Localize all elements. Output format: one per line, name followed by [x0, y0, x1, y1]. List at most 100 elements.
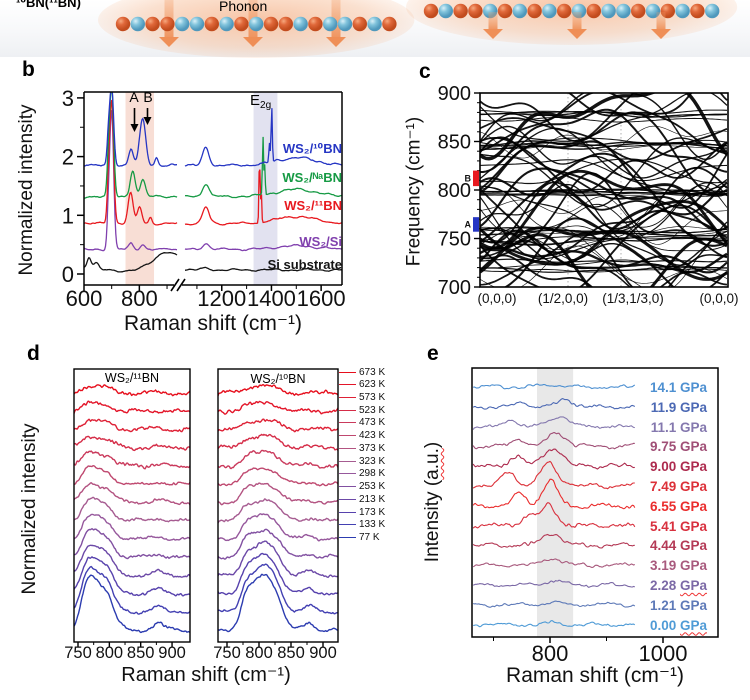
legend-color-line	[339, 384, 356, 386]
pressure-value: 0.00	[649, 617, 680, 633]
e2g-base: E	[250, 92, 261, 109]
tick-label: (0,0,0)	[477, 291, 516, 306]
legend-entry-253K: 253 K	[339, 481, 385, 493]
spectrum-line	[84, 92, 177, 167]
band-line	[480, 172, 728, 260]
legend-label: 473 K	[359, 417, 386, 429]
pressure-spectrum-line	[472, 448, 635, 470]
band-line	[480, 200, 728, 266]
tick-label: 900	[158, 644, 186, 662]
nitrogen-atom	[705, 3, 720, 19]
boron-atom	[278, 16, 293, 32]
tick-label: 0	[62, 262, 74, 287]
pressure-value: 6.55	[649, 498, 680, 514]
temperature-spectrum-line	[74, 482, 190, 506]
temperature-spectrum-line	[74, 464, 190, 486]
nitrogen-atom	[438, 3, 453, 19]
band-line	[480, 166, 728, 254]
panel-e-y-axis-title-post: )	[422, 441, 443, 449]
nitrogen-atom	[367, 16, 382, 32]
tick-label: A	[465, 219, 472, 229]
phonon-arrow-shaft	[331, 0, 341, 37]
boron-atom	[234, 16, 249, 32]
panel-b-series-label-0: WS₂/¹⁰BN	[282, 141, 342, 156]
temperature-spectrum-line	[74, 496, 190, 523]
panel-e-pressure-label-11: 1.21 GPa	[650, 598, 707, 613]
panel-b-y-axis-title: Normalized intensity	[16, 104, 37, 276]
pressure-value: 11.9	[650, 399, 680, 415]
boron-atom	[382, 16, 397, 32]
tick-label: (1/3,1/3,0)	[602, 291, 664, 306]
legend-color-line	[339, 524, 356, 526]
temperature-spectrum-line	[218, 433, 338, 451]
band-line	[480, 117, 728, 123]
legend-label: 133 K	[359, 519, 386, 531]
phonon-arrow-head	[483, 29, 503, 39]
tick-label: 3	[62, 86, 74, 111]
temperature-spectrum-line	[74, 556, 190, 597]
pressure-unit: GPa	[679, 399, 707, 415]
legend-color-line	[339, 447, 356, 449]
tick-label: 750	[438, 229, 471, 251]
tick-label: 1600	[297, 286, 346, 311]
phonon-arrow-head	[326, 37, 346, 47]
temperature-spectrum-line	[218, 383, 338, 397]
legend-label: 77 K	[359, 531, 380, 543]
temperature-spectrum-line	[218, 563, 338, 615]
nitrogen-atom	[512, 3, 527, 19]
legend-label: 173 K	[359, 506, 386, 518]
pressure-unit: GPa	[679, 459, 707, 475]
pressure-spectrum-line	[472, 398, 636, 410]
tick-label: 1000	[639, 641, 688, 666]
legend-color-line	[339, 486, 356, 488]
legend-label: 213 K	[359, 493, 386, 505]
pressure-unit: GPa	[679, 439, 707, 455]
pressure-spectrum-line	[472, 558, 636, 568]
legend-label: 298 K	[359, 468, 386, 480]
band-line	[480, 268, 728, 273]
pressure-spectrum-line	[472, 460, 635, 490]
pressure-unit: GPa	[679, 380, 707, 395]
boron-atom	[352, 16, 367, 32]
temperature-spectrum-line	[218, 528, 338, 560]
band-line	[480, 254, 728, 287]
pressure-value: 14.1	[649, 380, 680, 395]
pressure-unit: GPa	[679, 479, 707, 494]
nitrogen-atom	[323, 16, 338, 32]
temperature-spectrum-line	[74, 400, 190, 414]
temperature-spectrum-line	[74, 384, 190, 397]
panel-e-pressure-label-5: 7.49 GPa	[650, 479, 707, 494]
tick-label: 700	[438, 277, 471, 299]
legend-entry-298K: 298 K	[339, 468, 385, 480]
legend-label: 253 K	[359, 481, 386, 493]
panel-e-pressure-label-8: 4.44 GPa	[650, 538, 707, 553]
band-line	[480, 203, 728, 252]
phonon-arrow-shaft	[488, 12, 498, 29]
panel-d-title-ws2-10bn: WS₂/¹⁰BN	[250, 372, 306, 386]
panel-c-y-axis-title: Frequency (cm⁻¹)	[403, 116, 425, 267]
temperature-spectrum-line	[74, 565, 190, 615]
arrow-B-head	[143, 117, 152, 125]
temperature-spectrum-line	[74, 450, 190, 470]
tick-label: 600	[66, 286, 103, 311]
legend-entry-77K: 77 K	[339, 531, 380, 543]
legend-color-line	[339, 371, 356, 373]
pressure-unit: GPa	[679, 558, 707, 574]
nitrogen-atom	[616, 3, 631, 19]
boron-atom	[308, 16, 323, 32]
legend-entry-573K: 573 K	[339, 391, 385, 403]
boron-atom	[145, 16, 160, 32]
boron-atom	[690, 3, 705, 19]
legend-label: 323 K	[359, 455, 386, 467]
phonon-arrow-shaft	[572, 12, 582, 29]
spectrum-line	[84, 99, 178, 226]
phonon-arrow-head	[159, 37, 179, 47]
pressure-unit: GPa	[679, 578, 707, 593]
spectrum-line	[84, 251, 178, 273]
legend-label: 423 K	[359, 430, 386, 442]
spectrum-line	[185, 266, 342, 272]
panel-d-y-axis-title: Normalized intensity	[19, 423, 40, 595]
pressure-value: 4.44	[649, 538, 680, 554]
panel-e-pressure-label-1: 11.9 GPa	[651, 400, 707, 415]
panel-b-series-label-1: WS₂/ᴺᵃBN	[282, 170, 342, 185]
